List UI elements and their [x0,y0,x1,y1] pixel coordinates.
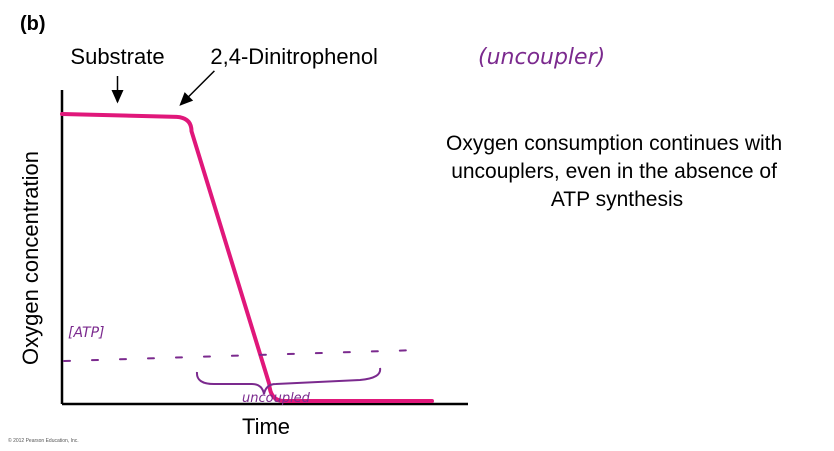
handwritten-uncoupled-label: uncoupled [242,391,311,406]
arrow-label-substrate: Substrate [70,44,164,69]
copyright-notice: © 2012 Pearson Education, Inc. [8,437,79,444]
oxygen-curve [60,112,434,403]
atp-dashed-line [63,349,419,362]
arrow-label-dinitrophenol: 2,4-Dinitrophenol [210,44,378,69]
uncoupled-brace [195,367,382,395]
y-axis-label: Oxygen concentration [18,151,43,365]
panel-label: (b) [20,13,46,35]
handwritten-uncoupler-note: (uncoupler) [478,45,605,70]
event-arrows: Substrate 2,4-Dinitrophenol [70,44,378,106]
annotation-line-3: ATP synthesis [551,188,683,211]
annotation-line-1: Oxygen consumption continues with [446,132,782,155]
annotation-text: Oxygen consumption continues with uncoup… [446,132,788,211]
x-axis-label: Time [242,414,290,439]
arrow-dinitrophenol [179,70,215,106]
annotation-line-2: uncouplers, even in the absence of [451,160,777,183]
handwritten-atp-label: [ATP] [68,325,104,341]
